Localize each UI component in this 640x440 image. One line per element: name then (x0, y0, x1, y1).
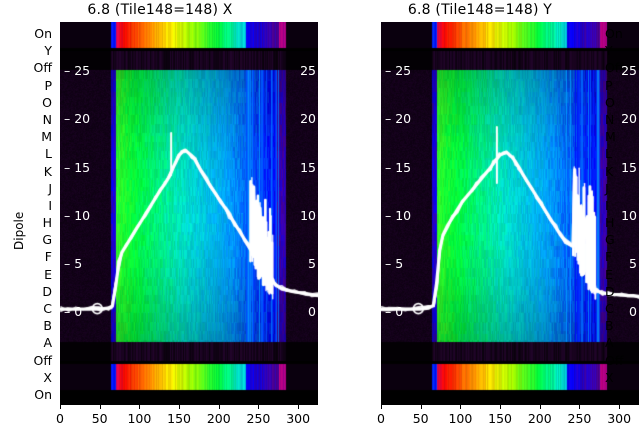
category-label: H (42, 215, 52, 231)
category-label: M (605, 129, 616, 145)
category-label: E (44, 266, 52, 282)
category-label: O (605, 94, 615, 110)
category-label: B (605, 318, 614, 334)
heatmap-and-trace-x (60, 22, 318, 405)
x-tick-label: 50 (412, 411, 429, 426)
category-label: D (605, 283, 615, 299)
x-tick-label: 300 (286, 411, 311, 426)
category-label: G (42, 232, 52, 248)
panel-x: 6.8 (Tile148=148) X On Y Off P O N M L K J I H G F E D C… (0, 2, 318, 439)
x-axis-right: 0 50 100 150 200 250 300 (377, 405, 639, 439)
category-label: G (605, 232, 615, 248)
heatmap-and-trace-y (381, 22, 639, 405)
category-label: J (48, 180, 52, 196)
category-label: K (605, 163, 614, 179)
category-label: P (44, 77, 52, 93)
x-tick (619, 405, 621, 409)
category-label: O (42, 94, 52, 110)
category-label: B (43, 318, 52, 334)
category-label: E (605, 266, 613, 282)
category-label: N (42, 111, 52, 127)
x-tick (460, 405, 462, 409)
category-label: F (605, 249, 613, 265)
x-tick-label: 100 (448, 411, 473, 426)
panel-y-title: 6.8 (Tile148=148) Y (407, 2, 553, 18)
x-tick (218, 405, 220, 409)
x-tick (381, 405, 382, 409)
category-label: J (605, 180, 609, 196)
x-tick-label: 300 (607, 411, 632, 426)
category-label: C (605, 301, 614, 317)
x-tick-label: 0 (56, 411, 64, 426)
category-label: L (45, 146, 52, 162)
category-label: Y (44, 43, 52, 59)
x-tick-label: 100 (127, 411, 152, 426)
category-label: C (43, 301, 52, 317)
x-tick (258, 405, 260, 409)
x-tick (420, 405, 422, 409)
category-label: Y (605, 43, 613, 59)
category-label: X (605, 369, 614, 385)
category-label: H (605, 215, 615, 231)
x-tick (60, 405, 61, 409)
x-tick (500, 405, 502, 409)
category-axis-right: On Y Off P O N M L K J I H G F E D C B A Off X On (601, 22, 640, 405)
x-tick (179, 405, 181, 409)
x-tick (579, 405, 581, 409)
category-label: K (43, 163, 52, 179)
category-label: X (43, 369, 52, 385)
x-tick-label: 200 (527, 411, 552, 426)
x-tick-label: 150 (488, 411, 512, 426)
category-label: Off (33, 352, 52, 368)
y-axis-label: Dipole (12, 211, 26, 250)
x-tick-label: 250 (246, 411, 271, 426)
x-tick (298, 405, 300, 409)
category-label: A (605, 335, 614, 351)
x-axis-left: 0 50 100 150 200 250 300 (56, 405, 318, 439)
x-tick-label: 250 (567, 411, 592, 426)
category-label: Off (605, 352, 624, 368)
x-tick-label: 200 (206, 411, 231, 426)
category-label: Off (33, 60, 52, 76)
category-label: L (605, 146, 612, 162)
category-label: On (34, 26, 52, 41)
x-tick (99, 405, 101, 409)
category-label: P (605, 77, 613, 93)
panel-x-title: 6.8 (Tile148=148) X (87, 2, 233, 18)
x-tick-label: 150 (167, 411, 191, 426)
category-label: D (42, 283, 52, 299)
x-tick (139, 405, 141, 409)
category-label: I (605, 197, 609, 213)
x-tick (539, 405, 541, 409)
category-label: On (605, 387, 623, 402)
x-tick-label: 50 (91, 411, 108, 426)
category-label: A (43, 335, 52, 351)
category-label: N (605, 111, 615, 127)
category-label: I (48, 197, 52, 213)
category-label: On (34, 387, 52, 402)
category-label: F (44, 249, 52, 265)
category-label: On (605, 26, 623, 41)
x-tick-label: 0 (377, 411, 385, 426)
category-axis-left: On Y Off P O N M L K J I H G F E D C B A Off X On (0, 22, 56, 405)
panel-y: 6.8 (Tile148=148) Y On Y Off P O N M L K J I H G F E D C… (320, 0, 640, 440)
category-label: M (41, 129, 52, 145)
category-label: Off (605, 60, 624, 76)
